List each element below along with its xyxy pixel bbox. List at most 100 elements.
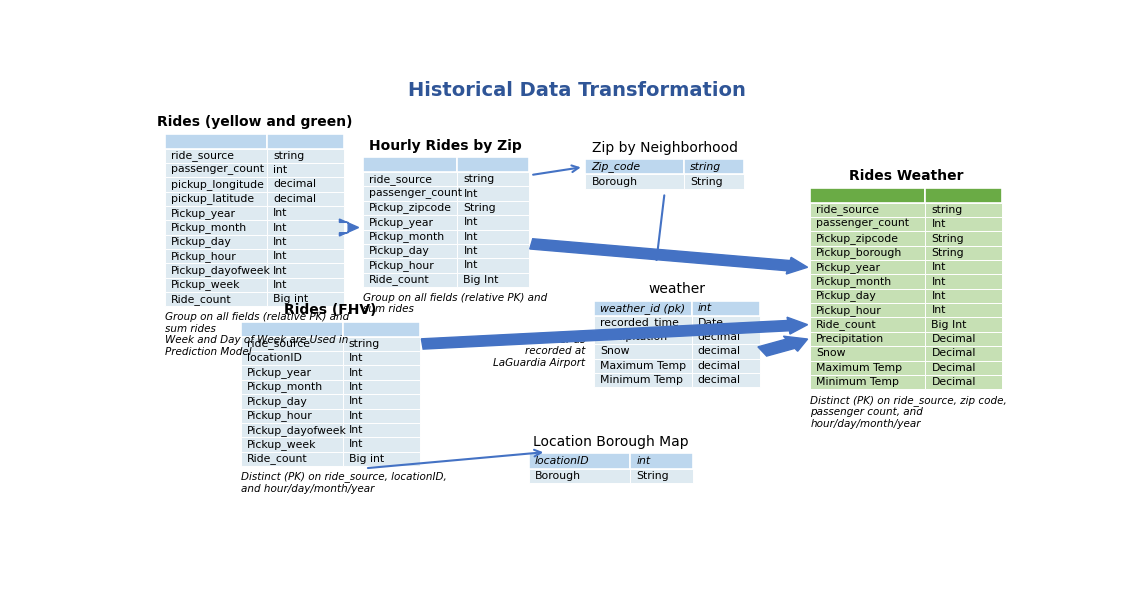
Bar [684,159,744,175]
Bar [925,303,1002,318]
Bar [267,249,344,263]
Text: Pickup_day: Pickup_day [171,236,232,247]
Text: decimal: decimal [698,361,741,371]
Bar [925,289,1002,303]
Text: string: string [349,339,380,349]
Text: decimal: decimal [273,194,316,204]
Text: Rides (FHV): Rides (FHV) [284,304,377,318]
Bar [925,232,1002,246]
Bar [165,134,267,148]
Bar [363,215,458,230]
Bar [810,346,925,360]
Text: Ride_count: Ride_count [817,319,878,330]
Text: Int: Int [464,189,478,199]
Bar [692,301,759,316]
Bar [241,437,343,452]
Text: Big int: Big int [273,295,308,304]
Bar [267,148,344,163]
Bar [692,330,759,345]
Bar [267,263,344,278]
Bar [343,452,420,466]
Bar [241,322,343,337]
Text: String: String [464,203,496,213]
Bar [810,318,925,332]
Bar [241,452,343,466]
Text: ride_source: ride_source [369,174,432,185]
Bar [267,278,344,292]
Bar [343,322,420,337]
Bar [363,172,458,186]
Text: Pickup_zipcode: Pickup_zipcode [817,233,899,244]
Text: Ride_count: Ride_count [369,274,430,285]
Bar [165,148,267,163]
Text: Int: Int [273,208,287,218]
Bar [810,360,925,375]
Text: Rides Weather: Rides Weather [849,169,963,183]
Text: decimal: decimal [698,346,741,356]
Bar [529,469,630,483]
Bar [594,301,692,316]
Bar [458,273,529,287]
Bar [810,217,925,232]
Text: Int: Int [464,218,478,227]
Bar [363,244,458,258]
Bar [692,316,759,330]
Bar [267,292,344,307]
Bar [810,375,925,389]
Bar [594,359,692,373]
Text: Distinct (PK) on ride_source, zip code,
passenger count, and
hour/day/month/year: Distinct (PK) on ride_source, zip code, … [810,395,1007,429]
Text: Int: Int [349,439,363,450]
Text: string: string [464,174,495,185]
Text: Group on all fields (relative PK) and
sum rides: Group on all fields (relative PK) and su… [363,293,547,314]
Bar [810,289,925,303]
Bar [925,260,1002,274]
Bar [585,175,684,189]
FancyArrow shape [530,239,808,274]
Bar [343,437,420,452]
Text: passenger_count: passenger_count [369,188,462,199]
Bar [363,157,458,172]
Bar [165,292,267,307]
Text: Decimal: Decimal [932,377,975,387]
Bar [692,373,759,387]
Text: ride_source: ride_source [171,150,234,161]
Text: String: String [690,177,722,186]
FancyArrow shape [758,336,808,356]
Text: Maximum Temp: Maximum Temp [817,363,902,373]
Bar [692,359,759,373]
Bar [529,453,630,469]
Text: Int: Int [932,306,946,315]
Bar [241,337,343,351]
Text: Weather as
recorded at
LaGuardia Airport: Weather as recorded at LaGuardia Airport [493,335,585,368]
Bar [925,274,1002,289]
Text: string: string [932,205,963,215]
Text: Int: Int [932,262,946,273]
Bar [267,235,344,249]
Bar [810,232,925,246]
Text: Int: Int [932,277,946,287]
Text: Pickup_year: Pickup_year [369,217,434,228]
Bar [925,217,1002,232]
Text: Snow: Snow [600,346,630,356]
Text: recorded_time: recorded_time [600,317,680,328]
Text: Pickup_dayofweek: Pickup_dayofweek [171,265,271,276]
Bar [343,423,420,437]
Bar [241,365,343,380]
Bar [458,186,529,201]
Text: String: String [932,233,964,244]
Text: pickup_latitude: pickup_latitude [171,193,254,204]
Bar [458,172,529,186]
Bar [810,303,925,318]
Text: Ride_count: Ride_count [248,453,307,464]
Text: Int: Int [273,266,287,276]
Text: decimal: decimal [698,375,741,385]
Bar [630,469,693,483]
Text: String: String [637,470,669,481]
Text: Pickup_day: Pickup_day [369,246,430,257]
Bar [458,258,529,273]
Text: ride_source: ride_source [817,205,880,215]
Text: Int: Int [932,219,946,229]
Bar [925,360,1002,375]
Text: Minimum Temp: Minimum Temp [817,377,899,387]
Bar [165,221,267,235]
